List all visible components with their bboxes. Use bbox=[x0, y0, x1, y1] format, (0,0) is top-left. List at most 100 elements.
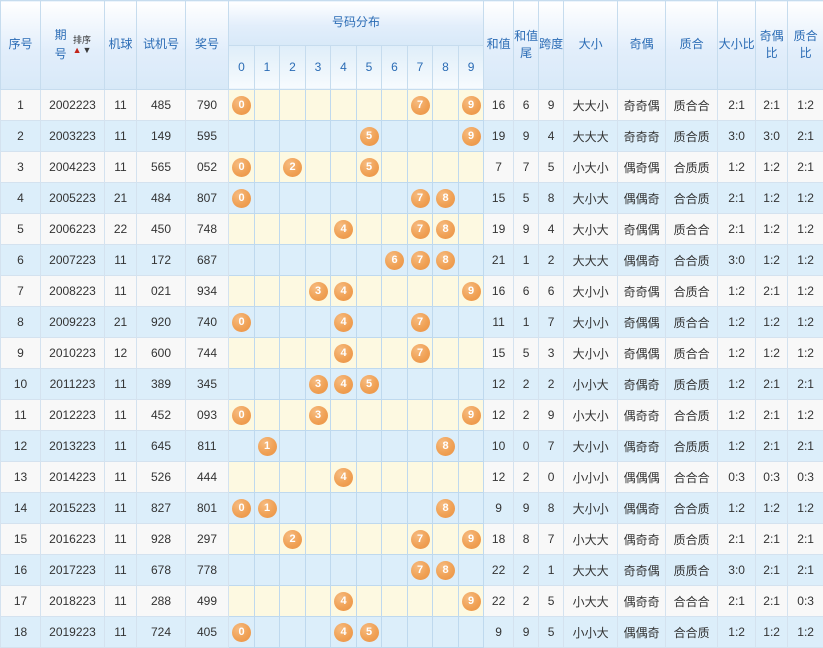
machine-cell: 11 bbox=[105, 90, 137, 121]
col-header-odd-even-ratio: 奇偶比 bbox=[756, 1, 788, 90]
prime-comp-cell: 质质合 bbox=[666, 555, 718, 586]
digit-cell-6: 6 bbox=[382, 245, 408, 276]
number-ball: 0 bbox=[232, 313, 251, 332]
sort-ascending-icon[interactable]: ▲ bbox=[73, 46, 82, 55]
sum-tail-cell: 7 bbox=[514, 152, 539, 183]
digit-cell-5: 5 bbox=[357, 369, 382, 400]
digit-cell-4: 4 bbox=[331, 369, 357, 400]
machine-cell: 11 bbox=[105, 493, 137, 524]
prize-no-cell: 499 bbox=[186, 586, 229, 617]
span-cell: 9 bbox=[539, 90, 564, 121]
big-small-cell: 小大大 bbox=[564, 524, 618, 555]
big-small-ratio-cell: 2:1 bbox=[718, 90, 756, 121]
odd-even-ratio-cell: 2:1 bbox=[756, 431, 788, 462]
digit-cell-2 bbox=[280, 121, 306, 152]
col-header-period: 期号 排序 ▲ ▼ bbox=[41, 1, 105, 90]
digit-cell-1 bbox=[255, 214, 280, 245]
digit-cell-3 bbox=[306, 431, 331, 462]
odd-even-cell: 奇偶偶 bbox=[618, 214, 666, 245]
period-cell: 2015223 bbox=[41, 493, 105, 524]
digit-cell-1 bbox=[255, 307, 280, 338]
number-ball: 7 bbox=[411, 561, 430, 580]
col-header-big-small: 大小 bbox=[564, 1, 618, 90]
digit-cell-6 bbox=[382, 152, 408, 183]
sort-descending-icon[interactable]: ▼ bbox=[83, 46, 92, 55]
digit-cell-5 bbox=[357, 307, 382, 338]
odd-even-cell: 偶奇奇 bbox=[618, 431, 666, 462]
digit-cell-4: 4 bbox=[331, 586, 357, 617]
digit-cell-8 bbox=[433, 400, 459, 431]
span-cell: 4 bbox=[539, 214, 564, 245]
big-small-ratio-cell: 3:0 bbox=[718, 121, 756, 152]
digit-cell-5 bbox=[357, 338, 382, 369]
digit-cell-5 bbox=[357, 431, 382, 462]
period-cell: 2011223 bbox=[41, 369, 105, 400]
digit-cell-6 bbox=[382, 586, 408, 617]
digit-header-3: 3 bbox=[306, 45, 331, 90]
digit-cell-8: 8 bbox=[433, 493, 459, 524]
big-small-ratio-cell: 3:0 bbox=[718, 245, 756, 276]
test-no-cell: 149 bbox=[137, 121, 186, 152]
digit-cell-8 bbox=[433, 276, 459, 307]
col-header-serial: 序号 bbox=[1, 1, 41, 90]
sum-tail-cell: 2 bbox=[514, 462, 539, 493]
digit-cell-2 bbox=[280, 183, 306, 214]
digit-header-2: 2 bbox=[280, 45, 306, 90]
prize-no-cell: 687 bbox=[186, 245, 229, 276]
big-small-ratio-cell: 1:2 bbox=[718, 307, 756, 338]
digit-cell-2: 2 bbox=[280, 152, 306, 183]
digit-cell-0: 0 bbox=[229, 400, 255, 431]
test-no-cell: 288 bbox=[137, 586, 186, 617]
digit-cell-8: 8 bbox=[433, 214, 459, 245]
digit-cell-6 bbox=[382, 90, 408, 121]
odd-even-ratio-cell: 2:1 bbox=[756, 90, 788, 121]
digit-header-9: 9 bbox=[459, 45, 484, 90]
number-ball: 8 bbox=[436, 499, 455, 518]
digit-cell-8: 8 bbox=[433, 245, 459, 276]
digit-cell-6 bbox=[382, 524, 408, 555]
period-cell: 2013223 bbox=[41, 431, 105, 462]
machine-cell: 12 bbox=[105, 338, 137, 369]
digit-cell-6 bbox=[382, 121, 408, 152]
digit-cell-4 bbox=[331, 524, 357, 555]
span-cell: 0 bbox=[539, 462, 564, 493]
digit-cell-5 bbox=[357, 400, 382, 431]
period-cell: 2018223 bbox=[41, 586, 105, 617]
digit-cell-4: 4 bbox=[331, 307, 357, 338]
digit-cell-9 bbox=[459, 555, 484, 586]
digit-cell-5 bbox=[357, 276, 382, 307]
number-ball: 5 bbox=[360, 127, 379, 146]
serial-cell: 14 bbox=[1, 493, 41, 524]
number-ball: 7 bbox=[411, 220, 430, 239]
sum-cell: 15 bbox=[484, 183, 514, 214]
digit-cell-6 bbox=[382, 431, 408, 462]
big-small-ratio-cell: 2:1 bbox=[718, 183, 756, 214]
machine-cell: 21 bbox=[105, 307, 137, 338]
odd-even-cell: 偶奇偶 bbox=[618, 152, 666, 183]
digit-cell-9 bbox=[459, 307, 484, 338]
prime-comp-cell: 合合质 bbox=[666, 245, 718, 276]
test-no-cell: 645 bbox=[137, 431, 186, 462]
test-no-cell: 021 bbox=[137, 276, 186, 307]
test-no-cell: 600 bbox=[137, 338, 186, 369]
prize-no-cell: 811 bbox=[186, 431, 229, 462]
digit-cell-1 bbox=[255, 586, 280, 617]
digit-cell-9 bbox=[459, 245, 484, 276]
digit-cell-6 bbox=[382, 493, 408, 524]
period-cell: 2008223 bbox=[41, 276, 105, 307]
number-ball: 7 bbox=[411, 313, 430, 332]
big-small-cell: 小大小 bbox=[564, 400, 618, 431]
prize-no-cell: 740 bbox=[186, 307, 229, 338]
big-small-ratio-cell: 0:3 bbox=[718, 462, 756, 493]
big-small-cell: 小大大 bbox=[564, 586, 618, 617]
digit-cell-7 bbox=[408, 121, 433, 152]
digit-cell-5 bbox=[357, 214, 382, 245]
digit-cell-1 bbox=[255, 338, 280, 369]
span-cell: 9 bbox=[539, 400, 564, 431]
number-ball: 4 bbox=[334, 344, 353, 363]
digit-cell-6 bbox=[382, 214, 408, 245]
